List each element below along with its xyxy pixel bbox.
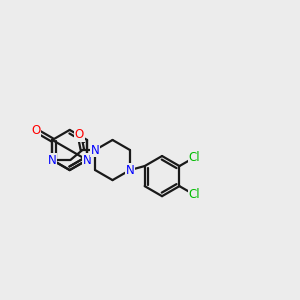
Text: O: O [32,124,41,137]
Text: N: N [48,154,57,166]
Text: N: N [91,143,100,157]
Text: N: N [83,154,92,166]
Text: Cl: Cl [189,188,200,201]
Text: O: O [75,128,84,141]
Text: N: N [125,164,134,177]
Text: Cl: Cl [189,151,200,164]
